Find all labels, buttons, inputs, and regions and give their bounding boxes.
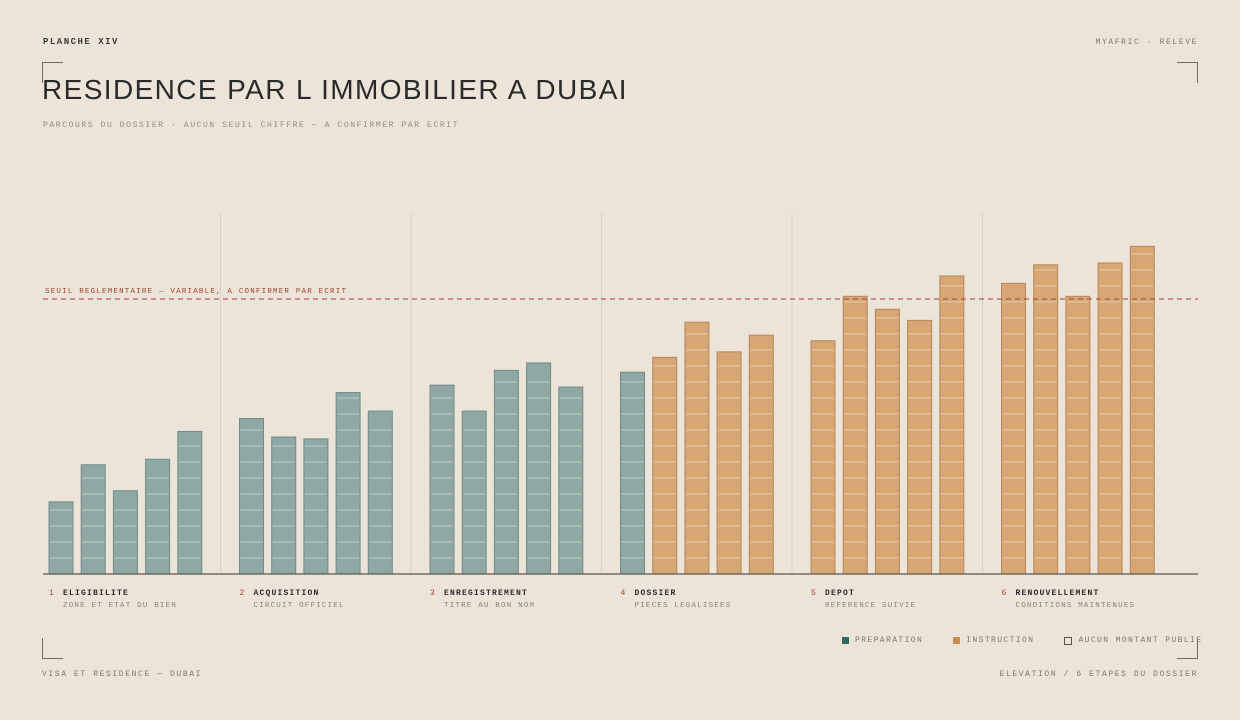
legend-item-preparation: PREPARATION [842,636,923,645]
bar-acquisition-4 [335,392,361,575]
bar-dossier-1 [620,371,645,575]
step-description: ZONE ET ETAT DU BIEN [63,602,177,610]
corner-mark-top-right [1177,62,1198,83]
bar-enregistrement-1 [429,384,455,575]
bar-renouvellement-2 [1033,264,1059,575]
bar-dossier-5 [748,334,774,575]
corner-mark-bottom-left [42,638,63,659]
step-description: REFERENCE SUIVIE [825,602,916,610]
legend-label-instruction: INSTRUCTION [966,636,1035,645]
threshold-label: SEUIL REGLEMENTAIRE — VARIABLE, A CONFIR… [45,288,347,296]
step-number: 4 [621,589,626,598]
bar-eligibilite-1 [48,501,74,575]
step-number: 6 [1002,589,1007,598]
legend-swatch-instruction [953,637,961,644]
bar-dossier-2 [652,356,678,575]
bar-eligibilite-3 [112,490,138,575]
step-number: 2 [240,589,245,598]
chart-title: RESIDENCE PAR L IMMOBILIER A DUBAI [42,74,628,105]
bar-acquisition-5 [367,410,393,575]
bar-dossier-4 [716,351,742,575]
bar-enregistrement-5 [558,386,584,575]
step-description: CONDITIONS MAINTENUES [1016,602,1136,610]
bar-eligibilite-4 [145,458,171,575]
bar-renouvellement-5 [1129,245,1155,575]
legend: PREPARATION INSTRUCTION AUCUN MONTANT PU… [842,636,1202,645]
step-name: DOSSIER [635,589,677,598]
step-description: PIECES LEGALISEES [635,602,732,610]
bar-acquisition-2 [271,436,297,575]
step-number: 1 [49,589,54,598]
bar-depot-4 [907,319,933,575]
legend-label-none: AUCUN MONTANT PUBLIE [1078,636,1203,645]
step-name: ACQUISITION [254,589,320,598]
chart-subtitle: PARCOURS DU DOSSIER · AUCUN SEUIL CHIFFR… [43,121,460,130]
bar-renouvellement-3 [1065,295,1091,575]
plate-label: PLANCHE XIV [43,37,119,47]
bar-enregistrement-3 [493,369,519,575]
step-name: RENOUVELLEMENT [1016,589,1100,598]
step-number: 3 [430,589,435,598]
bar-depot-5 [939,275,965,575]
bar-acquisition-3 [303,438,329,575]
corner-mark-bottom-right [1177,638,1198,659]
bar-eligibilite-2 [80,464,106,575]
bar-dossier-3 [684,321,710,575]
footer-right: ELEVATION / 6 ETAPES DU DOSSIER [999,670,1198,679]
bar-renouvellement-4 [1097,262,1123,575]
step-description: TITRE AU BON NOM [444,602,535,610]
bar-depot-3 [874,308,900,575]
legend-swatch-preparation [842,637,849,644]
legend-item-none: AUCUN MONTANT PUBLIE [1064,636,1202,645]
footer-left: VISA ET RESIDENCE — DUBAI [42,670,203,679]
bar-depot-1 [810,340,836,575]
step-name: ENREGISTREMENT [444,589,528,598]
bar-acquisition-1 [239,417,264,575]
corner-mark-top-left [42,62,63,83]
step-name: ELIGIBILITE [63,589,129,598]
legend-item-instruction: INSTRUCTION [953,636,1034,645]
step-description: CIRCUIT OFFICIEL [254,602,345,610]
source-label: MYAFRIC · RELEVE [1095,38,1198,47]
bar-enregistrement-2 [461,410,487,575]
step-number: 5 [811,589,816,598]
legend-swatch-none [1064,636,1073,645]
bar-eligibilite-5 [177,430,203,575]
bar-renouvellement-1 [1001,282,1026,575]
bar-depot-2 [842,295,868,575]
step-name: DEPOT [825,589,855,598]
legend-label-preparation: PREPARATION [855,636,924,645]
